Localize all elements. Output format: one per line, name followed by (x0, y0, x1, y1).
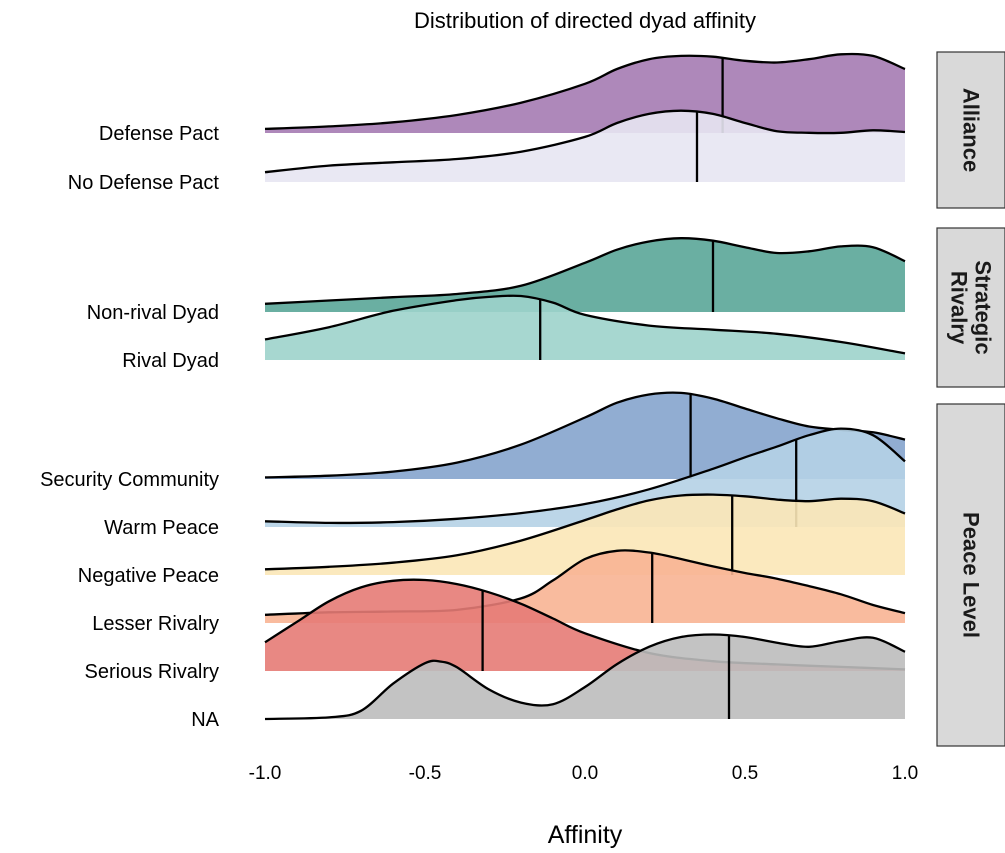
x-axis-title: Affinity (548, 821, 623, 849)
row-label-negative-peace: Negative Peace (78, 565, 219, 587)
density-area-defense-pact (265, 53, 905, 133)
x-axis: -1.0 -0.5 0.0 0.5 1.0 (249, 763, 919, 784)
density-area-rival-dyad (265, 295, 905, 360)
strip-box (936, 51, 1005, 209)
ridge-negative-peace: Negative Peace (78, 493, 906, 587)
density-line-no-defense-pact (264, 109, 906, 174)
facet-peace-level: Security Community Warm Peace Negative Pea… (40, 391, 906, 731)
ridge-defense-pact: Defense Pact (99, 52, 906, 145)
ridge-no-defense-pact: No Defense Pact (68, 109, 906, 194)
strip-label: Strategic (971, 260, 996, 354)
row-label-serious-rivalry: Serious Rivalry (85, 661, 219, 683)
strip-box (936, 227, 1005, 388)
x-tick-label: 1.0 (892, 763, 918, 784)
row-label-no-defense-pact: No Defense Pact (68, 172, 220, 194)
strip-label: Alliance (959, 88, 984, 172)
row-label-defense-pact: Defense Pact (99, 123, 220, 145)
density-area-lesser-rivalry (265, 550, 905, 623)
row-label-lesser-rivalry: Lesser Rivalry (92, 613, 219, 635)
facet-strategic-rivalry: Non-rival Dyad Rival Dyad (87, 237, 906, 372)
chart-panels: Defense Pact No Defense Pact Non-rival Dya… (40, 52, 906, 731)
density-area-non-rival-dyad (265, 238, 905, 312)
row-label-non-rival-dyad: Non-rival Dyad (87, 302, 219, 324)
strip-alliance: Alliance (936, 51, 1005, 209)
row-label-security-community: Security Community (40, 469, 219, 491)
strip-box (936, 403, 1005, 747)
ridge-rival-dyad: Rival Dyad (122, 294, 906, 372)
chart-title: Distribution of directed dyad affinity (414, 8, 756, 33)
strip-peace-level: Peace Level (936, 403, 1005, 747)
x-tick-label: 0.0 (572, 763, 598, 784)
strip-label: Rivalry (947, 271, 972, 345)
ridge-lesser-rivalry: Lesser Rivalry (92, 549, 906, 635)
density-area-no-defense-pact (265, 110, 905, 182)
density-area-na (265, 634, 905, 719)
density-line-negative-peace (264, 493, 906, 571)
density-line-non-rival-dyad (264, 237, 906, 305)
facet-alliance: Defense Pact No Defense Pact (68, 52, 906, 194)
density-line-warm-peace (264, 427, 906, 525)
strip-label: Peace Level (959, 512, 984, 638)
density-line-security-community (264, 391, 906, 479)
row-label-na: NA (191, 709, 219, 731)
density-line-rival-dyad (264, 294, 906, 355)
density-area-negative-peace (265, 494, 905, 575)
density-line-na (264, 633, 906, 721)
row-label-warm-peace: Warm Peace (104, 517, 219, 539)
ridge-non-rival-dyad: Non-rival Dyad (87, 237, 906, 324)
ridge-na: NA (191, 633, 906, 731)
x-tick-label: -1.0 (249, 763, 282, 784)
density-area-serious-rivalry (265, 579, 905, 671)
density-line-defense-pact (264, 52, 906, 131)
row-label-rival-dyad: Rival Dyad (122, 350, 219, 372)
x-tick-label: 0.5 (732, 763, 758, 784)
x-tick-label: -0.5 (409, 763, 442, 784)
